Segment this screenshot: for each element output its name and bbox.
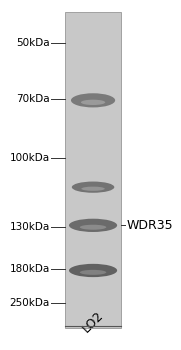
Ellipse shape xyxy=(69,219,117,232)
Text: 130kDa: 130kDa xyxy=(9,222,50,232)
FancyBboxPatch shape xyxy=(65,12,121,328)
Ellipse shape xyxy=(69,264,117,277)
Ellipse shape xyxy=(81,187,105,191)
Ellipse shape xyxy=(71,93,115,107)
Text: LO2: LO2 xyxy=(80,308,106,335)
Ellipse shape xyxy=(72,182,114,193)
Text: WDR35: WDR35 xyxy=(126,219,173,232)
Text: 180kDa: 180kDa xyxy=(9,264,50,274)
Ellipse shape xyxy=(80,270,106,275)
Text: 100kDa: 100kDa xyxy=(10,153,50,163)
Text: 50kDa: 50kDa xyxy=(16,38,50,48)
Ellipse shape xyxy=(80,225,106,230)
Text: 250kDa: 250kDa xyxy=(9,299,50,308)
Ellipse shape xyxy=(81,100,105,105)
Text: 70kDa: 70kDa xyxy=(16,93,50,104)
